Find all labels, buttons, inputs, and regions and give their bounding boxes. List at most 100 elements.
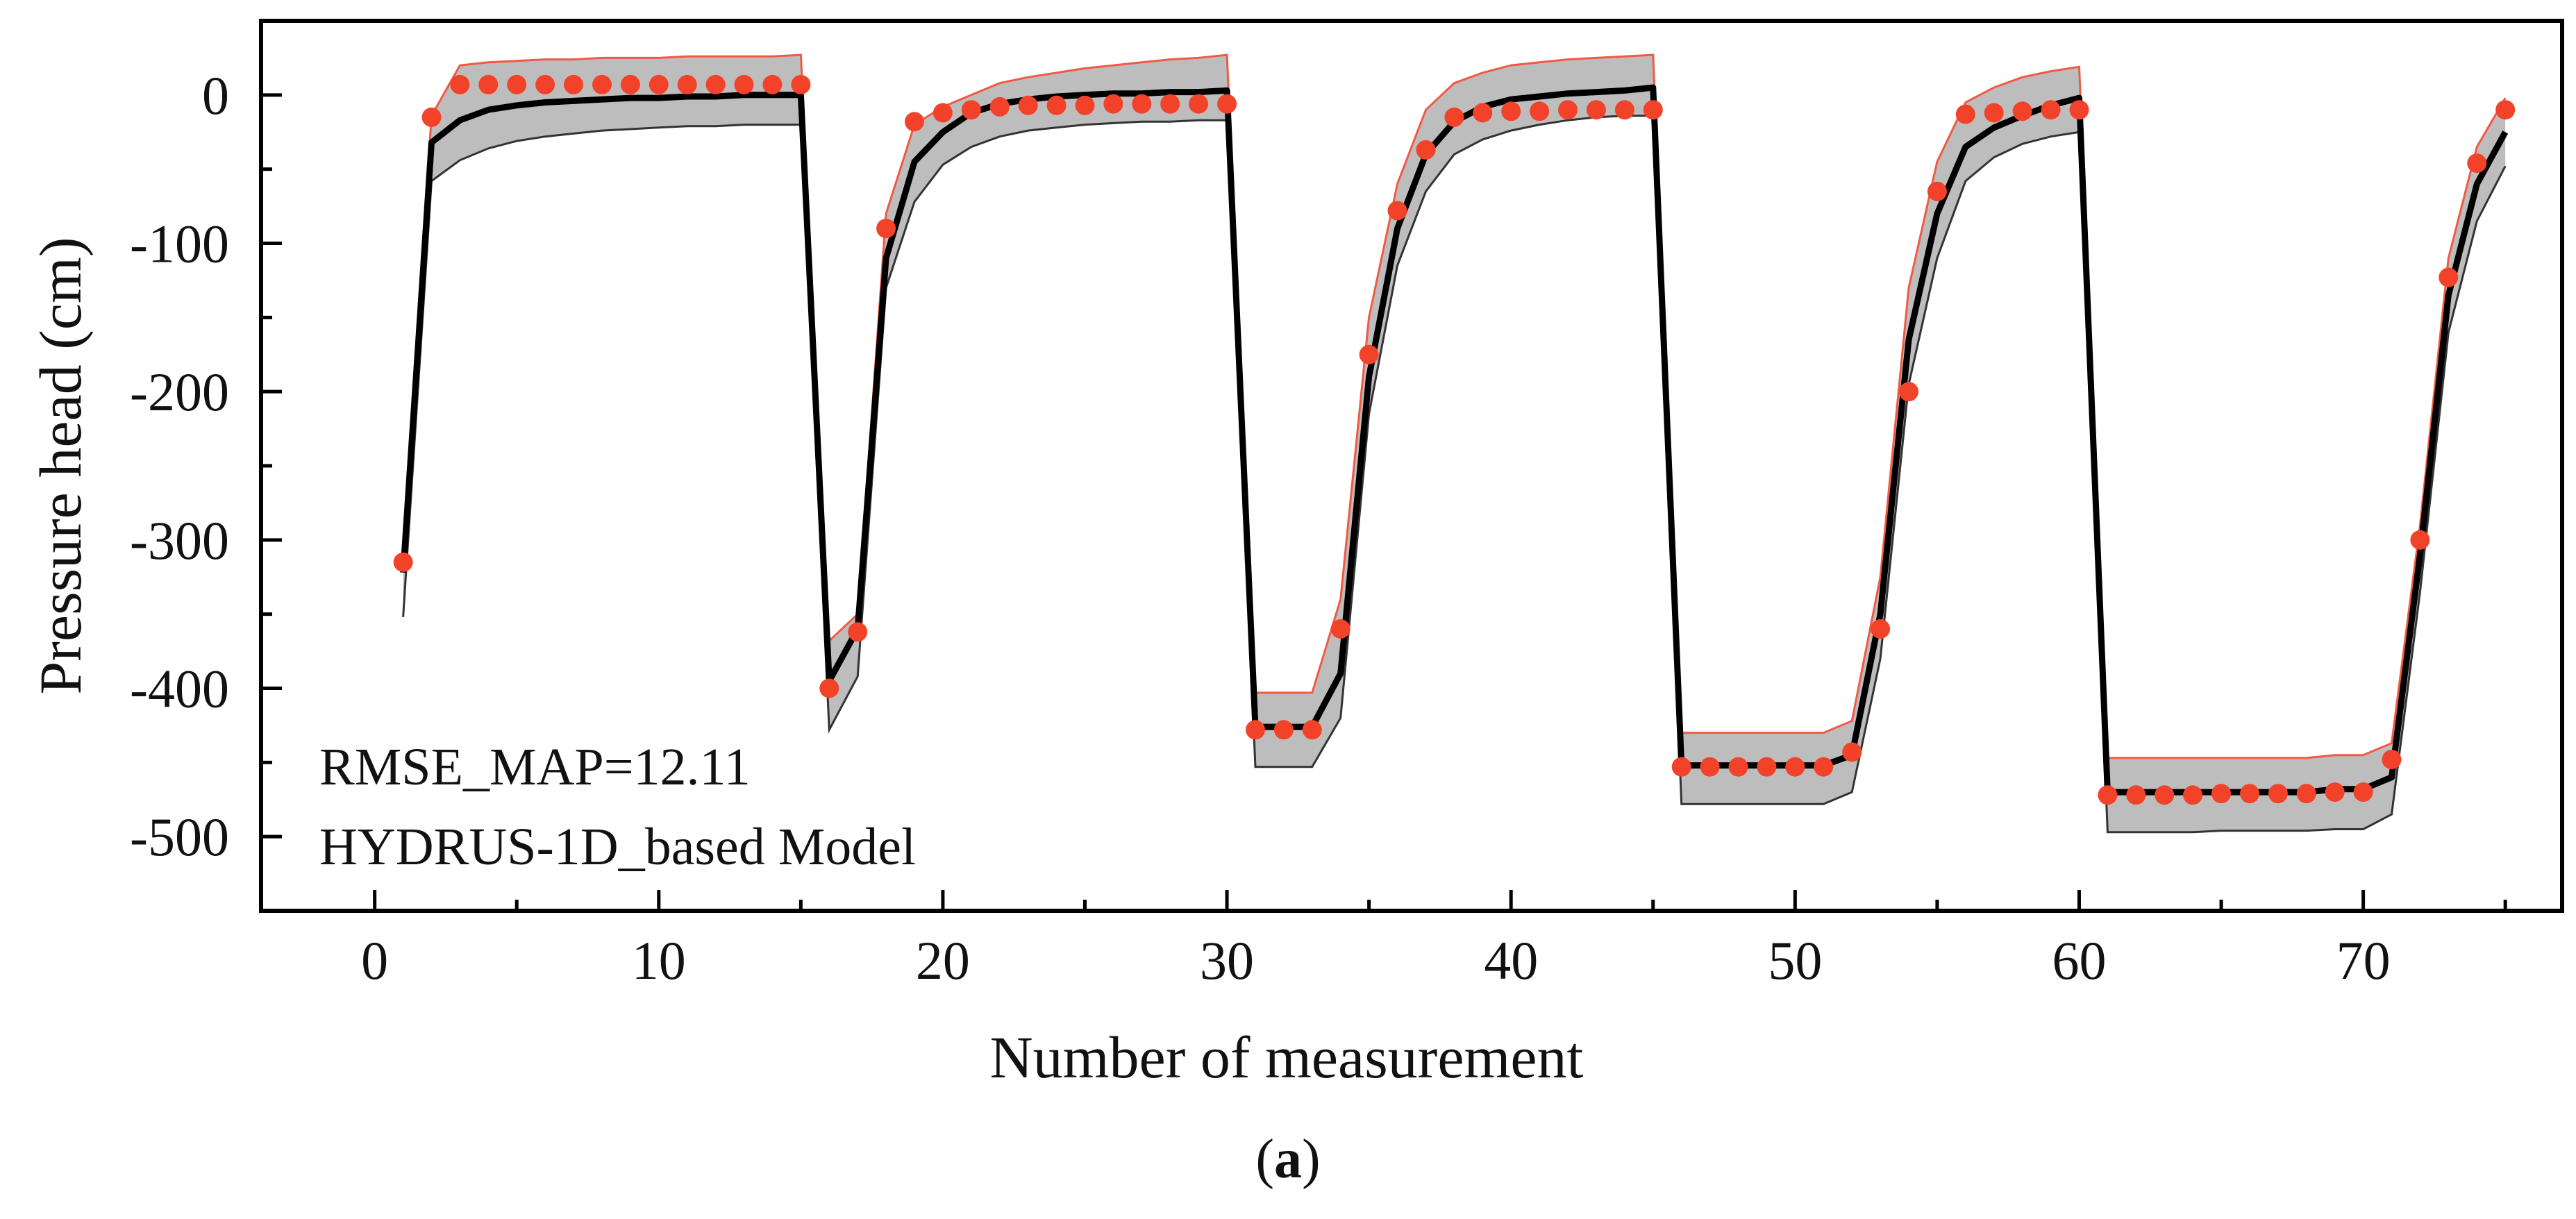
observed-point: [507, 74, 527, 94]
observed-point: [2467, 153, 2487, 174]
observed-point: [2382, 750, 2402, 770]
observed-point: [1302, 720, 1322, 740]
observed-point: [2155, 785, 2175, 805]
map-simulation-line: [400, 84, 2509, 796]
observed-point: [2439, 267, 2459, 287]
caption-open-paren: (: [1255, 1129, 1274, 1190]
observed-point: [2268, 784, 2288, 804]
observed-point: [649, 74, 669, 94]
y-axis-label: Pressure head (cm): [27, 237, 94, 694]
observed-point: [2325, 782, 2345, 802]
observed-point: [1075, 95, 1095, 115]
observed-point: [620, 74, 640, 94]
figure-caption: (a): [0, 1128, 2576, 1191]
observed-point: [791, 74, 811, 94]
observed-point: [762, 74, 783, 94]
observed-point: [478, 74, 499, 94]
observed-point: [1984, 103, 2004, 123]
observed-point: [564, 74, 583, 94]
x-tick-label: 70: [2336, 930, 2391, 991]
observed-point: [1473, 103, 1493, 123]
observed-point: [1728, 757, 1748, 777]
y-tick-label: -400: [130, 659, 229, 719]
observed-point: [1842, 742, 1862, 762]
caption-label: a: [1274, 1129, 1302, 1190]
observed-point: [1246, 720, 1265, 740]
uncertainty-upper-edge: [402, 53, 2507, 759]
observed-point: [2353, 782, 2373, 802]
observed-point: [2183, 785, 2203, 805]
observed-point: [2211, 784, 2231, 804]
observed-point: [2098, 785, 2118, 805]
observed-point: [1046, 95, 1067, 115]
observed-point: [677, 74, 697, 94]
observed-point: [2069, 100, 2089, 120]
observed-point: [1785, 757, 1805, 777]
map-line-layer: [400, 84, 2509, 796]
observed-point: [1387, 201, 1407, 221]
x-tick-label: 20: [916, 930, 970, 991]
chart-figure: 0 -100 -200 -300 -400 -500 0 10 20 30 40 50 60 70 Pre…: [27, 19, 2564, 1091]
observed-point: [819, 678, 839, 698]
uncertainty-lower-edge: [402, 115, 2507, 834]
observed-point: [2410, 530, 2430, 550]
rmse-annotation: RMSE_MAP=12.11: [319, 738, 751, 796]
uncertainty-band: [403, 55, 2506, 832]
axis-tick-labels: 0 -100 -200 -300 -400 -500 0 10 20 30 40 50 60 70: [130, 65, 2391, 991]
x-axis-label: Number of measurement: [990, 1024, 1584, 1091]
y-tick-label: 0: [202, 65, 229, 126]
observed-point: [1330, 619, 1350, 639]
observed-point: [1217, 94, 1237, 114]
observed-point: [393, 552, 413, 572]
x-tick-label: 30: [1200, 930, 1254, 991]
observed-point: [2012, 101, 2032, 121]
observed-point: [1871, 619, 1891, 639]
y-tick-label: -100: [130, 214, 229, 274]
observed-point: [2296, 784, 2316, 804]
observed-point: [961, 100, 981, 120]
observed-point: [421, 107, 442, 127]
observed-point: [2495, 100, 2516, 120]
observed-point: [1700, 757, 1720, 777]
x-tick-label: 10: [632, 930, 686, 991]
caption-close-paren: ): [1302, 1129, 1321, 1190]
uncertainty-band-layer: [402, 53, 2507, 834]
observed-point: [2240, 784, 2259, 804]
observed-point: [1273, 720, 1294, 740]
observed-point: [1614, 100, 1634, 120]
observed-point: [592, 74, 612, 94]
observed-point: [848, 622, 868, 642]
observed-point: [1814, 757, 1834, 777]
observed-point: [1103, 94, 1123, 114]
observed-point: [876, 219, 896, 239]
x-tick-label: 0: [361, 930, 388, 991]
y-tick-label: -300: [130, 510, 229, 571]
observed-point: [1955, 104, 1975, 124]
x-tick-label: 50: [1768, 930, 1822, 991]
observed-point: [1189, 94, 1209, 114]
observed-point: [705, 74, 726, 94]
observed-point: [535, 74, 555, 94]
x-tick-label: 40: [1484, 930, 1538, 991]
observed-point: [450, 74, 470, 94]
x-tick-label: 60: [2052, 930, 2106, 991]
model-annotation: HYDRUS-1D_based Model: [319, 818, 916, 876]
observed-point: [1899, 382, 1918, 402]
observed-point: [1558, 100, 1578, 120]
observed-point: [1359, 344, 1379, 364]
observed-point: [1757, 757, 1777, 777]
observed-point: [1927, 181, 1947, 201]
observed-point: [1643, 100, 1663, 120]
observed-point: [932, 103, 953, 123]
observed-point: [989, 96, 1010, 117]
observed-point: [1586, 100, 1606, 120]
observed-point: [2041, 100, 2061, 120]
observed-point: [2126, 785, 2146, 805]
observed-point: [734, 74, 754, 94]
observed-point: [1530, 101, 1550, 121]
observed-point: [1132, 94, 1152, 114]
y-tick-label: -200: [130, 362, 229, 422]
axis-ticks: [261, 19, 2507, 913]
observed-point: [905, 112, 924, 132]
y-tick-label: -500: [130, 807, 229, 867]
